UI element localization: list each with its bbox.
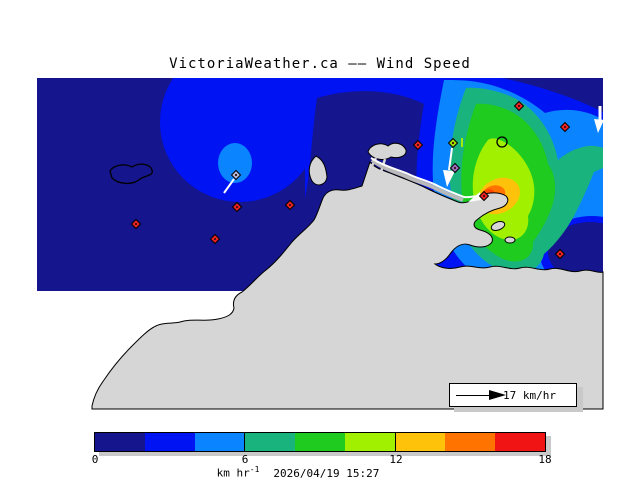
colorbar-units-label: km hr-1 2026/04/19 15:27 (158, 465, 438, 480)
colorbar-segment (445, 433, 495, 451)
station-marker-center (288, 203, 292, 207)
station-markers (130, 100, 571, 260)
colorbar-segment (495, 433, 545, 451)
wind-arrow-east-head (594, 119, 603, 133)
spit (370, 158, 464, 202)
contour-blue-lobe (160, 78, 320, 202)
station-marker-center (451, 141, 455, 145)
island-outline-west (109, 163, 153, 185)
colorbar-tick-18: 18 (538, 453, 552, 466)
colorbar-segment (95, 433, 145, 451)
white-shoreline (370, 157, 487, 199)
colorbar-segment (345, 433, 395, 451)
wind-scale-arrow-icon (456, 390, 506, 400)
units-exponent: -1 (249, 465, 260, 474)
colorbar-separator-12 (395, 432, 396, 452)
harbor-islet-2 (504, 236, 516, 244)
legend-box: 17 km/hr (449, 383, 577, 407)
island-outline-east (496, 136, 508, 148)
station-marker-center (213, 237, 217, 241)
contour-navy-blob-se (548, 222, 603, 282)
colorbar (94, 432, 546, 452)
wind-arrow-center-shaft (448, 147, 453, 171)
colorbar-segment (395, 433, 445, 451)
station-marker-center (234, 173, 238, 177)
colorbar-separator-6 (244, 432, 245, 452)
colorbar-segment (195, 433, 245, 451)
colorbar-tick-6: 6 (241, 453, 249, 466)
page-title: VictoriaWeather.ca —— Wind Speed (169, 56, 471, 72)
station-marker-center (134, 222, 138, 226)
colorbar-tick-0: 0 (91, 453, 99, 466)
units-text: km hr (216, 466, 250, 480)
wind-arrow-center-head (443, 170, 455, 187)
island-gray-north (367, 142, 407, 160)
contour-lightblue-left-blob (218, 143, 252, 183)
colorbar-segment (245, 433, 295, 451)
wind-arrow-harbor (468, 192, 481, 202)
datetime-label: 2026/04/19 15:27 (273, 466, 380, 480)
harbor-islet-1 (490, 221, 506, 231)
colorbar-segment (295, 433, 345, 451)
legend-label: 17 km/hr (503, 388, 556, 402)
station-marker-center (558, 252, 562, 256)
landmass (91, 160, 604, 410)
ocean-field (37, 78, 603, 291)
wind-arrow-west (223, 178, 235, 194)
colorbar-tick-12: 12 (389, 453, 403, 466)
arrow-head (489, 390, 506, 400)
station-marker-center (235, 205, 239, 209)
headland (308, 155, 328, 186)
arrow-shaft (456, 394, 489, 396)
contour-navy-top-right (502, 78, 603, 112)
station-marker-center (453, 166, 457, 170)
station-marker-center (517, 104, 521, 108)
station-marker-center (416, 143, 420, 147)
station-marker-center (482, 194, 486, 198)
colorbar-segment (145, 433, 195, 451)
station-marker-center (563, 125, 567, 129)
wind-arrows (223, 106, 603, 202)
